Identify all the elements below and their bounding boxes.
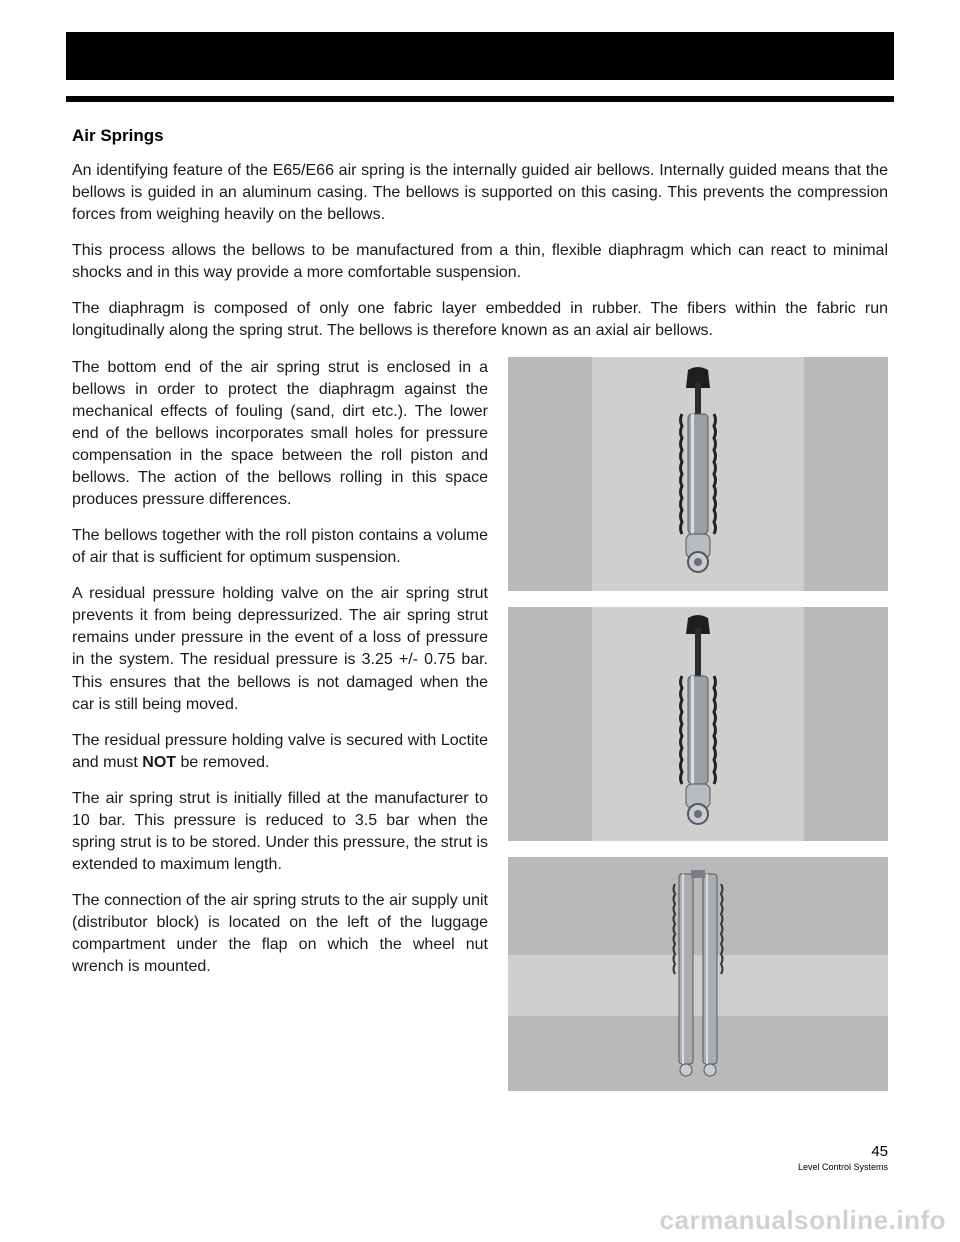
figure-air-spring-cutaway: [508, 857, 888, 1091]
paragraph: The bottom end of the air spring strut i…: [72, 357, 488, 512]
two-column-layout: The bottom end of the air spring strut i…: [72, 357, 888, 1091]
page: Air Springs An identifying feature of th…: [0, 0, 960, 1242]
text: be removed.: [176, 754, 269, 771]
paragraph: The connection of the air spring struts …: [72, 890, 488, 978]
section-title: Air Springs: [72, 126, 888, 146]
text: The residual pressure holding valve is s…: [72, 732, 488, 771]
air-spring-strut-icon: [658, 364, 738, 584]
left-column: The bottom end of the air spring strut i…: [72, 357, 488, 1091]
figure-air-spring-2: [508, 607, 888, 841]
header-rule: [66, 96, 894, 102]
paragraph: An identifying feature of the E65/E66 ai…: [72, 160, 888, 226]
right-column: [508, 357, 888, 1091]
paragraph-not: The residual pressure holding valve is s…: [72, 730, 488, 774]
watermark: carmanualsonline.info: [660, 1205, 946, 1236]
not-bold: NOT: [142, 754, 176, 771]
paragraph: The bellows together with the roll pisto…: [72, 525, 488, 569]
paragraph: The air spring strut is initially filled…: [72, 788, 488, 876]
figure-air-spring-1: [508, 357, 888, 591]
doc-title: Level Control Systems: [798, 1162, 888, 1172]
paragraph: The diaphragm is composed of only one fa…: [72, 298, 888, 342]
paragraph: This process allows the bellows to be ma…: [72, 240, 888, 284]
page-number: 45: [871, 1143, 888, 1160]
air-spring-cutaway-icon: [643, 864, 753, 1084]
air-spring-strut-icon: [658, 614, 738, 834]
content-area: Air Springs An identifying feature of th…: [72, 126, 888, 1172]
paragraph: A residual pressure holding valve on the…: [72, 583, 488, 715]
header-black-bar: [66, 32, 894, 80]
